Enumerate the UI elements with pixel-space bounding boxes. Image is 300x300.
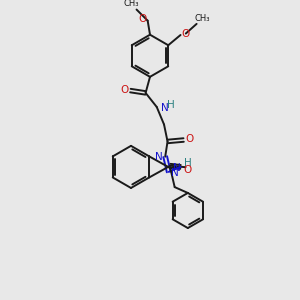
Text: O: O — [185, 134, 194, 144]
Text: H: H — [167, 100, 174, 110]
Text: H: H — [184, 158, 192, 168]
Text: O: O — [182, 28, 190, 38]
Text: N: N — [155, 152, 163, 162]
Text: CH₃: CH₃ — [195, 14, 210, 23]
Text: N: N — [171, 168, 179, 178]
Text: O: O — [184, 165, 192, 175]
Text: N: N — [172, 163, 180, 173]
Text: O: O — [120, 85, 129, 95]
Text: N: N — [161, 103, 169, 113]
Text: O: O — [139, 14, 147, 24]
Text: CH₃: CH₃ — [124, 0, 139, 8]
